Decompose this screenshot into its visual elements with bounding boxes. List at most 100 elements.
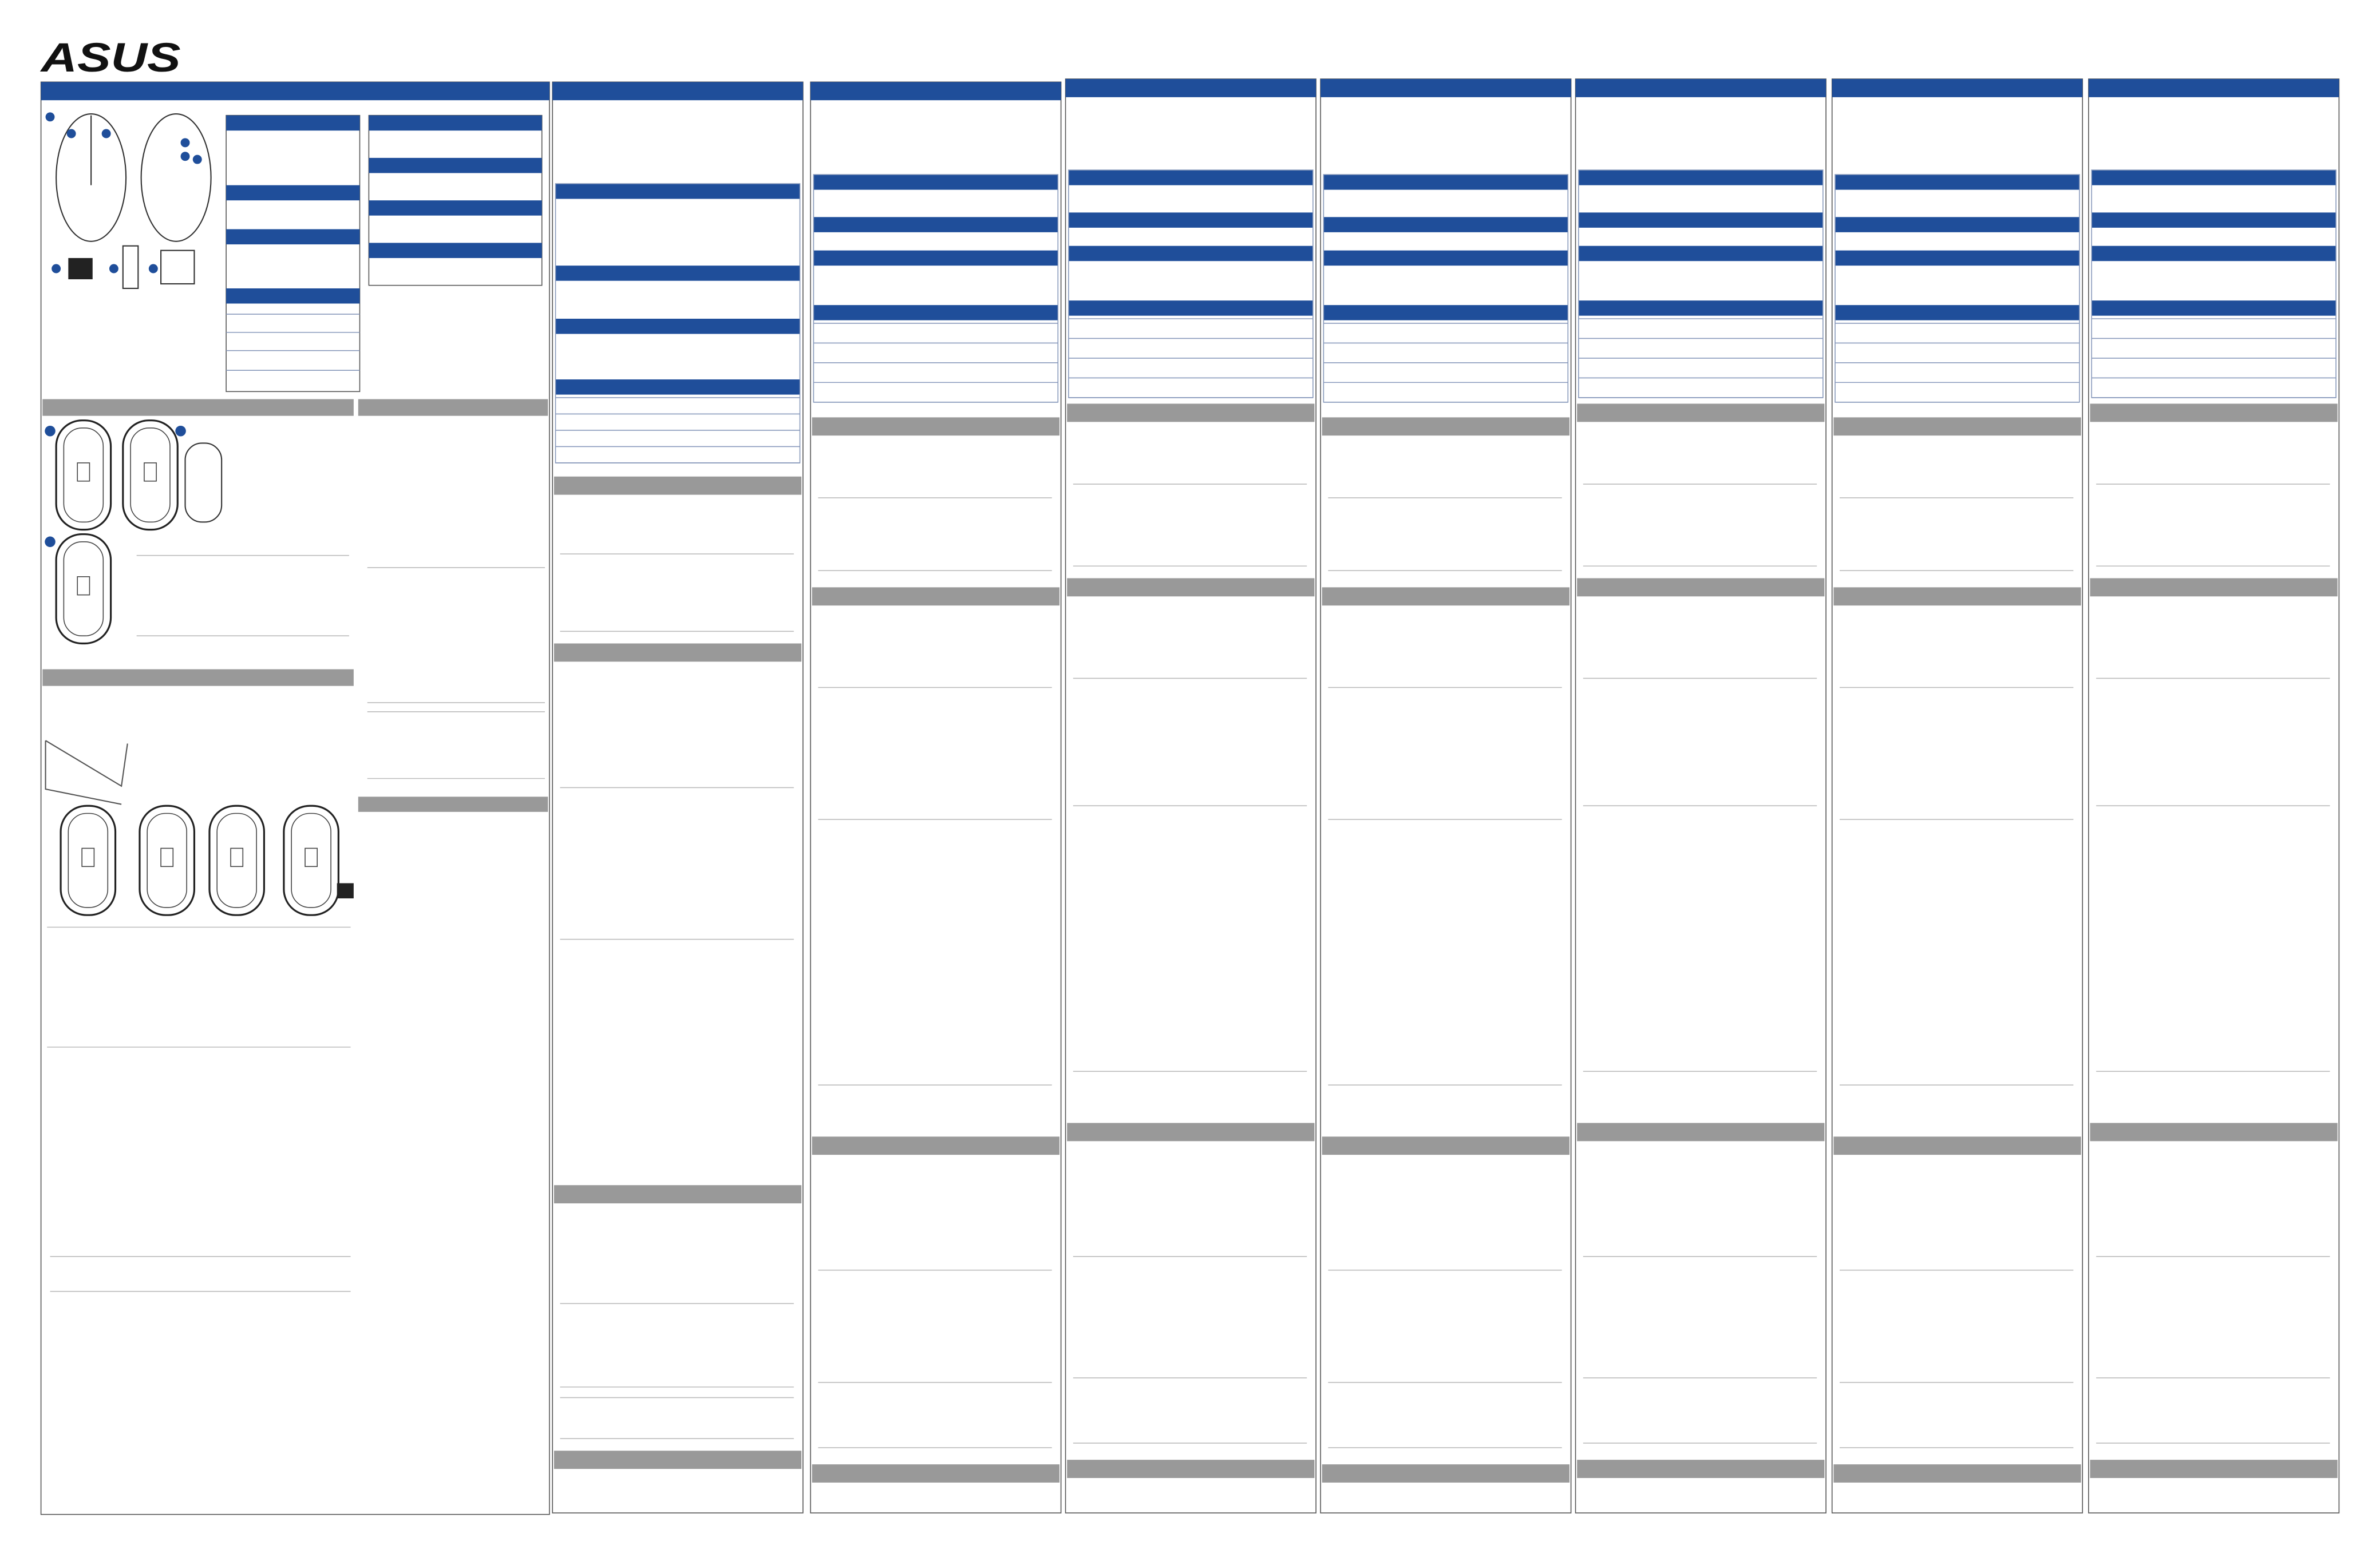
table-header xyxy=(1323,175,1568,190)
mouse-illustration xyxy=(208,805,266,916)
table-header xyxy=(813,217,1058,232)
table-header xyxy=(813,250,1058,266)
mouse-illustration xyxy=(56,113,127,242)
switch xyxy=(77,576,90,596)
callout-dot xyxy=(52,264,61,274)
callout-dot xyxy=(175,425,186,437)
section-header xyxy=(1832,79,2083,97)
table-header xyxy=(1068,300,1313,316)
section-header xyxy=(811,82,1061,101)
section-header-gray xyxy=(1067,403,1315,422)
section-header-gray xyxy=(2090,578,2338,597)
callout-dot xyxy=(109,264,118,274)
mouse-inner xyxy=(63,427,104,523)
mouse-illustration xyxy=(140,113,212,242)
section-header-gray xyxy=(1577,1123,1825,1142)
panel-border xyxy=(1065,78,1316,1514)
table-header xyxy=(369,157,542,173)
callout-dot xyxy=(45,425,56,437)
section-header xyxy=(2088,79,2339,97)
section-header-gray xyxy=(1067,578,1315,597)
panel-border xyxy=(1575,78,1826,1514)
callout-dot xyxy=(180,138,190,148)
mouse-inner xyxy=(63,541,104,637)
section-header-gray xyxy=(1322,417,1569,436)
section-header-gray xyxy=(42,399,354,416)
mouse-illustration xyxy=(55,533,112,645)
table-header xyxy=(2092,212,2336,228)
table-header xyxy=(1068,212,1313,228)
mouse-illustration xyxy=(283,805,339,916)
mouse-illustration xyxy=(139,805,196,916)
table-header xyxy=(369,243,542,258)
table-header xyxy=(1578,170,1823,185)
switch xyxy=(160,847,174,867)
section-header xyxy=(1321,79,1571,97)
section-header xyxy=(41,82,549,101)
table-header xyxy=(1578,212,1823,228)
section-header-gray xyxy=(812,587,1059,606)
laptop-illustration xyxy=(45,740,128,805)
switch xyxy=(81,847,95,867)
receiver-icon xyxy=(68,257,93,280)
mouse-inner xyxy=(130,427,171,523)
section-header-gray xyxy=(554,1451,802,1469)
section-header-gray xyxy=(2090,1123,2338,1142)
section-header-gray xyxy=(554,476,802,495)
section-header-gray xyxy=(1067,1123,1315,1142)
section-header-gray xyxy=(1833,1136,2081,1155)
callout-dot xyxy=(192,154,202,164)
section-header-gray xyxy=(812,1464,1059,1483)
mouse-inner xyxy=(216,813,257,908)
table-header xyxy=(1323,250,1568,266)
table-header xyxy=(555,319,800,334)
switch xyxy=(77,462,90,482)
switch xyxy=(230,847,244,867)
section-header-gray xyxy=(554,1185,802,1203)
section-header-gray xyxy=(1833,417,2081,436)
table-header xyxy=(369,115,542,131)
mouse-inner xyxy=(68,813,109,908)
table-header xyxy=(1835,250,2079,266)
table-header xyxy=(226,185,360,201)
section-header-gray xyxy=(812,417,1059,436)
table-header xyxy=(1578,300,1823,316)
mouse-illustration xyxy=(122,419,179,531)
table-header xyxy=(1578,245,1823,262)
table-header xyxy=(1068,170,1313,185)
section-header-gray xyxy=(554,643,802,662)
table-header xyxy=(555,266,800,281)
section-header-gray xyxy=(358,797,548,812)
panel-border xyxy=(2088,78,2340,1514)
section-header-gray xyxy=(1322,587,1569,606)
table-header xyxy=(555,379,800,395)
panel-border xyxy=(1320,78,1572,1514)
section-header-gray xyxy=(1833,1464,2081,1483)
table-header xyxy=(813,305,1058,320)
mouse-inner xyxy=(291,813,331,908)
switch xyxy=(144,462,157,482)
section-header-gray xyxy=(1577,1460,1825,1478)
table-header xyxy=(1835,175,2079,190)
section-header-gray xyxy=(358,399,548,416)
callout-dot xyxy=(66,129,76,138)
table-header xyxy=(1323,305,1568,320)
table-header xyxy=(555,184,800,199)
table-header xyxy=(813,175,1058,190)
mouse-inner xyxy=(147,813,187,908)
callout-dot xyxy=(45,112,55,122)
brand-logo: ASUS xyxy=(39,35,181,81)
table-header xyxy=(2092,245,2336,262)
table-header xyxy=(226,115,360,131)
section-header-gray xyxy=(1322,1136,1569,1155)
pouch-icon xyxy=(160,249,195,285)
section-header-gray xyxy=(1322,1464,1569,1483)
callout-dot xyxy=(180,152,190,161)
table-header xyxy=(2092,300,2336,316)
section-header-gray xyxy=(1577,403,1825,422)
table-header xyxy=(369,200,542,216)
section-header-gray xyxy=(1833,587,2081,606)
section-header-gray xyxy=(42,669,354,686)
table-header xyxy=(226,229,360,245)
